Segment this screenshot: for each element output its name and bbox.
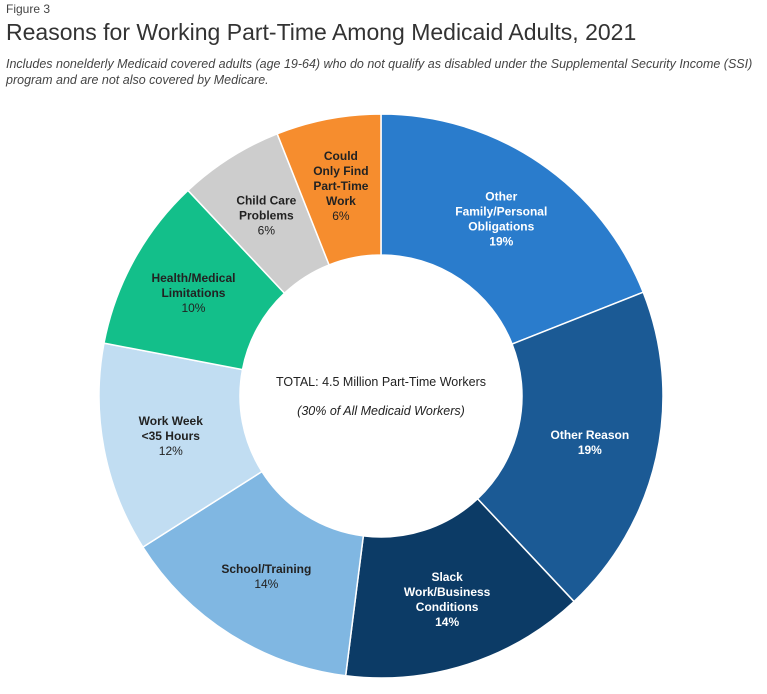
figure-label: Figure 3 [6, 2, 51, 16]
slice-could-only-find-part-time-work [276, 113, 382, 266]
chart-subtitle: Includes nonelderly Medicaid covered adu… [6, 57, 753, 87]
label-school-training: School/Training 14% [221, 562, 311, 591]
slice-other-family-personal-obligations [380, 113, 645, 346]
label-work-week-35-hours: Work Week <35 Hours 12% [139, 414, 204, 458]
label-other-reason: Other Reason 19% [551, 428, 630, 457]
slice-slack-work-business-conditions [344, 497, 576, 679]
center-total-label: TOTAL: 4.5 Million Part-Time Workers [276, 375, 486, 389]
labels-group: Other Family/Personal Obligations 19% Other … [139, 149, 630, 629]
chart-title: Reasons for Working Part-Time Among Medi… [6, 19, 637, 45]
label-slack-work-business-conditions: Slack Work/Business Conditions 14% [404, 570, 491, 629]
label-health-medical-limitations: Health/Medical Limitations 10% [151, 271, 235, 315]
slices-group [98, 113, 664, 679]
center-note-label: (30% of All Medicaid Workers) [297, 404, 465, 418]
slice-school-training [141, 470, 365, 677]
slice-work-week-35-hours [98, 342, 263, 549]
slice-other-reason [476, 291, 664, 603]
label-other-family-personal-obligations: Other Family/Personal Obligations 19% [455, 190, 547, 249]
label-could-only-find-part-time-work: Could Only Find Part-Time Work 6% [313, 149, 369, 223]
label-child-care-problems: Child Care Problems 6% [236, 193, 296, 237]
